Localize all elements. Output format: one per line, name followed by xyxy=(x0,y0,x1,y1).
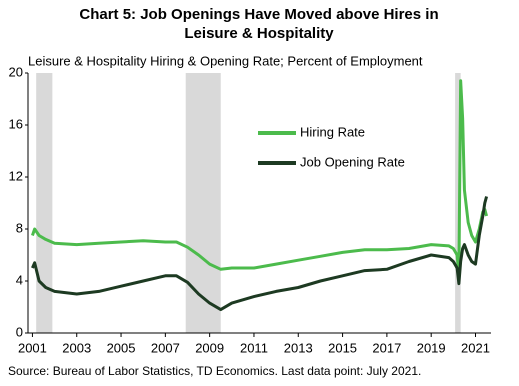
x-tick-label: 2005 xyxy=(107,340,136,355)
y-tick-label: 8 xyxy=(16,220,23,235)
x-tick-label: 2003 xyxy=(62,340,91,355)
x-tick-label: 2021 xyxy=(461,340,490,355)
y-tick-label: 4 xyxy=(16,272,23,287)
recession-shade xyxy=(185,73,221,333)
x-tick-label: 2015 xyxy=(328,340,357,355)
source-note: Source: Bureau of Labor Statistics, TD E… xyxy=(8,364,421,378)
chart-title: Leisure & Hospitality xyxy=(184,25,334,42)
recession-shade xyxy=(455,73,461,333)
x-tick-label: 2007 xyxy=(151,340,180,355)
y-tick-label: 12 xyxy=(9,168,23,183)
x-tick-label: 2013 xyxy=(284,340,313,355)
series-line xyxy=(31,79,489,276)
series-line xyxy=(31,196,489,312)
legend-label: Job Opening Rate xyxy=(300,154,405,169)
legend-label: Hiring Rate xyxy=(300,124,365,139)
x-tick-label: 2001 xyxy=(18,340,47,355)
y-tick-label: 20 xyxy=(9,64,23,79)
y-tick-label: 16 xyxy=(9,116,23,131)
x-tick-label: 2009 xyxy=(195,340,224,355)
x-tick-label: 2019 xyxy=(417,340,446,355)
x-tick-label: 2011 xyxy=(240,340,268,355)
y-tick-label: 0 xyxy=(16,324,23,339)
chart-title: Chart 5: Job Openings Have Moved above H… xyxy=(79,6,438,23)
x-tick-label: 2017 xyxy=(372,340,401,355)
recession-shade xyxy=(36,73,53,333)
chart-subtitle: Leisure & Hospitality Hiring & Opening R… xyxy=(28,53,423,68)
